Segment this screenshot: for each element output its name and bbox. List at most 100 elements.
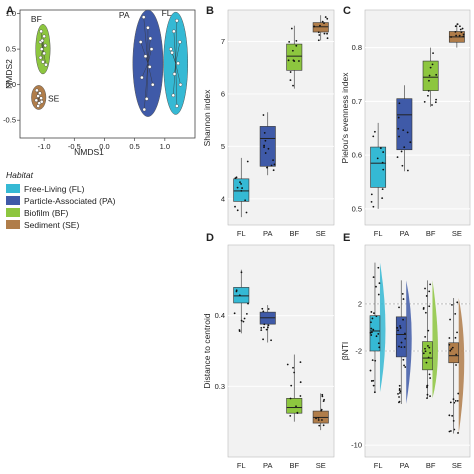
panel-e-point bbox=[378, 282, 381, 285]
panel-d-point bbox=[292, 366, 294, 369]
panel-e-point bbox=[398, 345, 400, 348]
panel-b-point bbox=[240, 183, 242, 185]
panel-e-point bbox=[448, 343, 451, 346]
panel-e-point bbox=[426, 393, 429, 396]
panel-c-ylabel: Pielou's evenness index bbox=[340, 72, 350, 164]
panel-a-spider-line bbox=[147, 49, 152, 64]
panel-d-point bbox=[321, 393, 324, 396]
panel-c-point bbox=[381, 188, 384, 191]
panel-c-point bbox=[458, 34, 461, 37]
panel-e-point bbox=[427, 329, 430, 332]
panel-e-point bbox=[424, 336, 427, 338]
panel-e-xtick-label: FL bbox=[374, 461, 383, 470]
panel-a-spider-line bbox=[42, 36, 45, 50]
panel-b-point bbox=[326, 17, 329, 20]
panel-c-point bbox=[401, 164, 404, 167]
panel-e-point bbox=[404, 337, 407, 340]
panel-e-point bbox=[424, 287, 426, 290]
panel-a-group-label: FL bbox=[162, 8, 172, 18]
panel-c-point bbox=[381, 197, 384, 200]
panel-d-point bbox=[233, 312, 236, 315]
panel-e-point bbox=[370, 327, 373, 330]
panel-b-point bbox=[267, 147, 270, 150]
panel-e-point bbox=[453, 401, 456, 404]
panel-e-point bbox=[398, 306, 400, 309]
panel-a-point bbox=[35, 88, 39, 93]
panel-c-point bbox=[428, 79, 430, 82]
panel-c-point bbox=[382, 151, 385, 153]
panel-b-point bbox=[263, 144, 265, 147]
panel-e-point bbox=[425, 295, 428, 297]
panel-e-ytick-label: -10 bbox=[351, 441, 362, 450]
panel-a-point bbox=[176, 61, 180, 66]
panel-c-point bbox=[454, 25, 457, 28]
panel-a-point bbox=[172, 29, 176, 34]
panel-b-point bbox=[263, 146, 265, 149]
panel-b-box-se bbox=[312, 22, 329, 33]
panel-b-ytick-label: 7 bbox=[221, 37, 225, 46]
panel-d-point bbox=[247, 302, 249, 305]
panel-e-point bbox=[429, 377, 432, 379]
panel-a-ylabel: NMDS2 bbox=[4, 59, 14, 89]
panel-a-spider-line bbox=[175, 63, 181, 85]
panel-a-point bbox=[170, 50, 174, 55]
panel-e-point bbox=[377, 342, 380, 345]
panel-e-point bbox=[452, 420, 455, 422]
panel-e-point bbox=[398, 384, 401, 387]
panel-d-point bbox=[263, 323, 266, 326]
panel-e-xtick-label: BF bbox=[426, 461, 436, 470]
panel-e-point bbox=[448, 430, 451, 433]
panel-a-point bbox=[171, 93, 176, 98]
panel-d-xtick-label: FL bbox=[237, 461, 246, 470]
panel-e-point bbox=[370, 311, 373, 313]
panel-b-point bbox=[321, 20, 324, 23]
panel-d-point bbox=[261, 307, 264, 310]
panel-d-point bbox=[295, 405, 297, 408]
panel-e-point bbox=[397, 329, 399, 332]
panel-b-point bbox=[264, 139, 267, 142]
panel-c-xtick-label: FL bbox=[374, 229, 383, 238]
panel-b-point bbox=[326, 37, 329, 40]
panel-e-point bbox=[429, 395, 431, 398]
panel-e-point bbox=[424, 347, 426, 350]
panel-e-point bbox=[404, 366, 407, 368]
panel-c-point bbox=[455, 34, 458, 37]
panel-c-point bbox=[431, 104, 433, 106]
legend-swatch-pa bbox=[6, 196, 20, 205]
panel-c-point bbox=[435, 73, 438, 76]
panel-b-point bbox=[317, 39, 320, 42]
panel-a-group-label: PA bbox=[119, 10, 130, 20]
panel-a-point bbox=[39, 99, 44, 104]
panel-a-point bbox=[39, 29, 43, 34]
panel-c-point bbox=[402, 129, 405, 132]
panel-e-violin-fl bbox=[379, 262, 386, 393]
panel-c-point bbox=[459, 28, 462, 31]
panel-b-point bbox=[295, 40, 298, 42]
panel-e-ylabel: βNTI bbox=[340, 342, 350, 361]
panel-d-point bbox=[321, 395, 324, 398]
panel-c-point bbox=[372, 205, 375, 208]
panel-b-box-bf bbox=[286, 43, 303, 71]
panel-b-point bbox=[244, 199, 247, 202]
panel-c-point bbox=[423, 100, 426, 103]
panel-e-point bbox=[450, 348, 453, 351]
panel-e-point bbox=[424, 350, 427, 353]
panel-letter: D bbox=[206, 232, 214, 244]
legend-title: Habitat bbox=[6, 170, 34, 180]
panel-d-point bbox=[290, 384, 293, 387]
panel-e-violin-se bbox=[458, 298, 465, 434]
panel-b-point bbox=[326, 32, 328, 35]
panel-letter: B bbox=[206, 5, 214, 17]
panel-d-point bbox=[299, 395, 302, 397]
panel-a-point bbox=[40, 38, 45, 43]
panel-b-box-pa bbox=[259, 126, 276, 167]
panel-a-point bbox=[141, 15, 146, 19]
panel-d-point bbox=[296, 411, 299, 414]
panel-e-point bbox=[400, 346, 403, 349]
panel-e-violin-bf bbox=[432, 280, 438, 399]
panel-c-point bbox=[460, 31, 463, 34]
panel-d-xtick-label: BF bbox=[289, 461, 299, 470]
chart-marks: -1.0 -0.5 0.0 0.5 1.0 1.0 0.5 0.0 -0.5 BF SE PA FL 4 5… bbox=[3, 8, 470, 470]
panel-c-xtick-label: SE bbox=[452, 229, 462, 238]
